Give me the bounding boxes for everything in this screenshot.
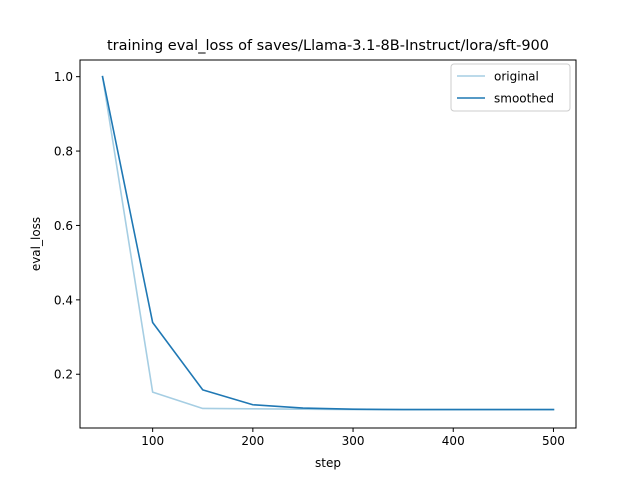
- y-axis: 0.2 0.4 0.6 0.8 1.0: [54, 70, 80, 382]
- x-tick-label: 300: [342, 434, 365, 448]
- chart-title: training eval_loss of saves/Llama-3.1-8B…: [107, 38, 549, 54]
- y-tick-label: 0.6: [54, 219, 73, 233]
- x-tick-label: 400: [442, 434, 465, 448]
- x-axis: 100 200 300 400 500: [141, 428, 565, 448]
- plot-frame: [79, 59, 577, 429]
- plot-area: [79, 59, 577, 429]
- y-tick-label: 0.8: [54, 145, 73, 159]
- legend-label-smoothed: smoothed: [494, 92, 554, 106]
- x-tick-label: 500: [542, 434, 565, 448]
- legend: original smoothed: [450, 63, 571, 112]
- x-tick-label: 200: [241, 434, 264, 448]
- y-tick-label: 0.2: [54, 368, 73, 382]
- y-tick-label: 1.0: [54, 70, 73, 84]
- legend-label-original: original: [494, 70, 539, 84]
- series-line-smoothed: [101, 75, 555, 411]
- x-tick-label: 100: [141, 434, 164, 448]
- series-layer: [101, 75, 555, 411]
- y-axis-label: eval_loss: [29, 217, 43, 271]
- y-tick-label: 0.4: [54, 293, 73, 307]
- x-axis-label: step: [315, 456, 341, 470]
